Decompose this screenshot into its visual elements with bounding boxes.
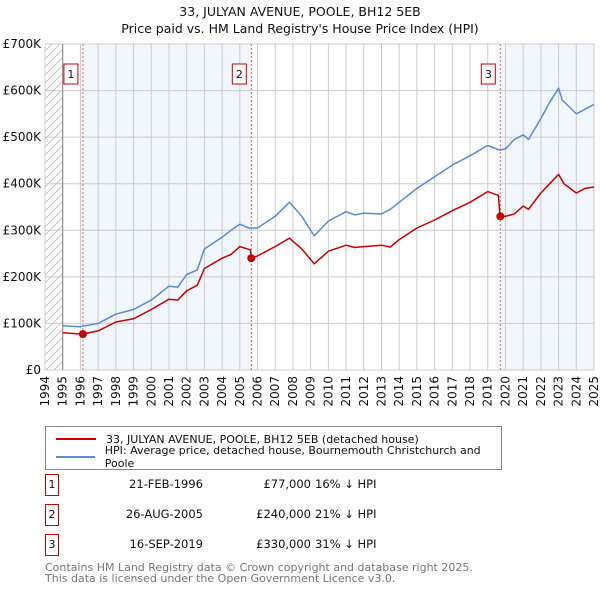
x-tick-label: 2015 (410, 376, 424, 407)
sale-hpi: 21% ↓ HPI (315, 507, 377, 521)
pre-data-hatch (45, 44, 63, 370)
sale-number: 2 (45, 504, 59, 526)
x-tick-label: 2024 (569, 376, 583, 407)
x-tick-label: 2013 (374, 376, 388, 407)
sale-number: 3 (45, 534, 59, 556)
x-tick-label: 2025 (587, 376, 600, 407)
x-tick-label: 2021 (516, 376, 530, 407)
x-tick-label: 2005 (233, 376, 247, 407)
table-row: 3 16-SEP-2019 £330,000 31% ↓ HPI (45, 534, 545, 556)
sale-marker-label: 2 (236, 68, 243, 81)
x-tick-label: 2006 (251, 376, 265, 407)
table-row: 1 21-FEB-1996 £77,000 16% ↓ HPI (45, 474, 545, 496)
sale-marker-label: 3 (485, 68, 492, 81)
footer-licence: This data is licensed under the Open Gov… (45, 572, 396, 585)
y-tick-label: £100K (3, 316, 43, 330)
property-price-line (62, 173, 595, 335)
x-tick-label: 2007 (268, 376, 282, 407)
legend-label: 33, JULYAN AVENUE, POOLE, BH12 5EB (deta… (106, 432, 419, 446)
x-tick-label: 2023 (552, 376, 566, 407)
sale-number: 1 (45, 474, 59, 496)
x-tick-label: 2019 (481, 376, 495, 407)
sale-price: £240,000 (256, 507, 311, 521)
table-row: 2 26-AUG-2005 £240,000 21% ↓ HPI (45, 504, 545, 526)
sale-hpi: 31% ↓ HPI (315, 537, 377, 551)
x-tick-label: 1995 (56, 376, 70, 407)
y-tick-label: £0 (26, 363, 41, 377)
y-tick-label: £300K (3, 223, 43, 237)
x-tick-label: 2014 (392, 376, 406, 407)
sale-marker-box (231, 63, 247, 85)
y-tick-label: £600K (3, 84, 43, 98)
sale-price: £330,000 (256, 537, 311, 551)
chart-plot: 1994 1995 1996 1997 1998 1999 2000 2001 2002 2003… (3, 37, 600, 407)
shaded-period-1 (82, 44, 252, 370)
sale-marker-box (480, 63, 496, 85)
x-tick-label: 2020 (498, 376, 512, 407)
x-tick-label: 2009 (304, 376, 318, 407)
sale-date: 21-FEB-1996 (129, 477, 203, 491)
y-tick-label: £400K (3, 177, 43, 191)
sale-marker-box (63, 63, 79, 85)
shaded-period-3 (500, 44, 594, 370)
x-tick-label: 1996 (73, 376, 87, 407)
hpi-line (62, 87, 595, 328)
x-tick-label: 1994 (38, 376, 52, 407)
legend-swatch-blue (56, 456, 95, 458)
chart-title: 33, JULYAN AVENUE, POOLE, BH12 5EB (179, 4, 421, 19)
x-tick-label: 2002 (180, 376, 194, 407)
sale-date: 26-AUG-2005 (125, 507, 203, 521)
sale-point (496, 212, 505, 221)
x-tick-label: 2001 (162, 376, 176, 407)
x-tick-label: 2003 (197, 376, 211, 407)
x-tick-label: 1998 (109, 376, 123, 407)
sale-point (78, 330, 87, 339)
sale-marker-label: 1 (67, 68, 74, 81)
x-tick-label: 2018 (463, 376, 477, 407)
x-tick-label: 2016 (428, 376, 442, 407)
sale-date: 16-SEP-2019 (129, 537, 203, 551)
y-tick-label: £500K (3, 130, 43, 144)
legend: 33, JULYAN AVENUE, POOLE, BH12 5EB (deta… (45, 426, 502, 470)
legend-label: HPI: Average price, detached house, Bour… (104, 444, 481, 470)
chart-subtitle: Price paid vs. HM Land Registry's House … (121, 21, 479, 36)
sale-hpi: 16% ↓ HPI (315, 477, 377, 491)
x-tick-label: 2012 (357, 376, 371, 407)
x-tick-label: 2004 (215, 376, 229, 407)
legend-swatch-red (56, 438, 96, 440)
x-tick-label: 2011 (339, 376, 353, 407)
x-tick-label: 2010 (321, 376, 335, 407)
x-tick-label: 2008 (286, 376, 300, 407)
legend-item-property[interactable]: 33, JULYAN AVENUE, POOLE, BH12 5EB (deta… (56, 431, 419, 447)
x-tick-label: 2022 (534, 376, 548, 407)
sale-point (247, 254, 256, 263)
footer-copyright: Contains HM Land Registry data © Crown c… (45, 561, 473, 574)
x-tick-label: 1997 (91, 376, 105, 407)
sale-price: £77,000 (263, 477, 311, 491)
x-tick-label: 2017 (445, 376, 459, 407)
y-tick-label: £200K (3, 270, 43, 284)
x-tick-label: 2000 (144, 376, 158, 407)
x-tick-label: 1999 (127, 376, 141, 407)
y-tick-label: £700K (3, 37, 43, 51)
legend-item-hpi[interactable]: HPI: Average price, detached house, Bour… (56, 444, 501, 470)
